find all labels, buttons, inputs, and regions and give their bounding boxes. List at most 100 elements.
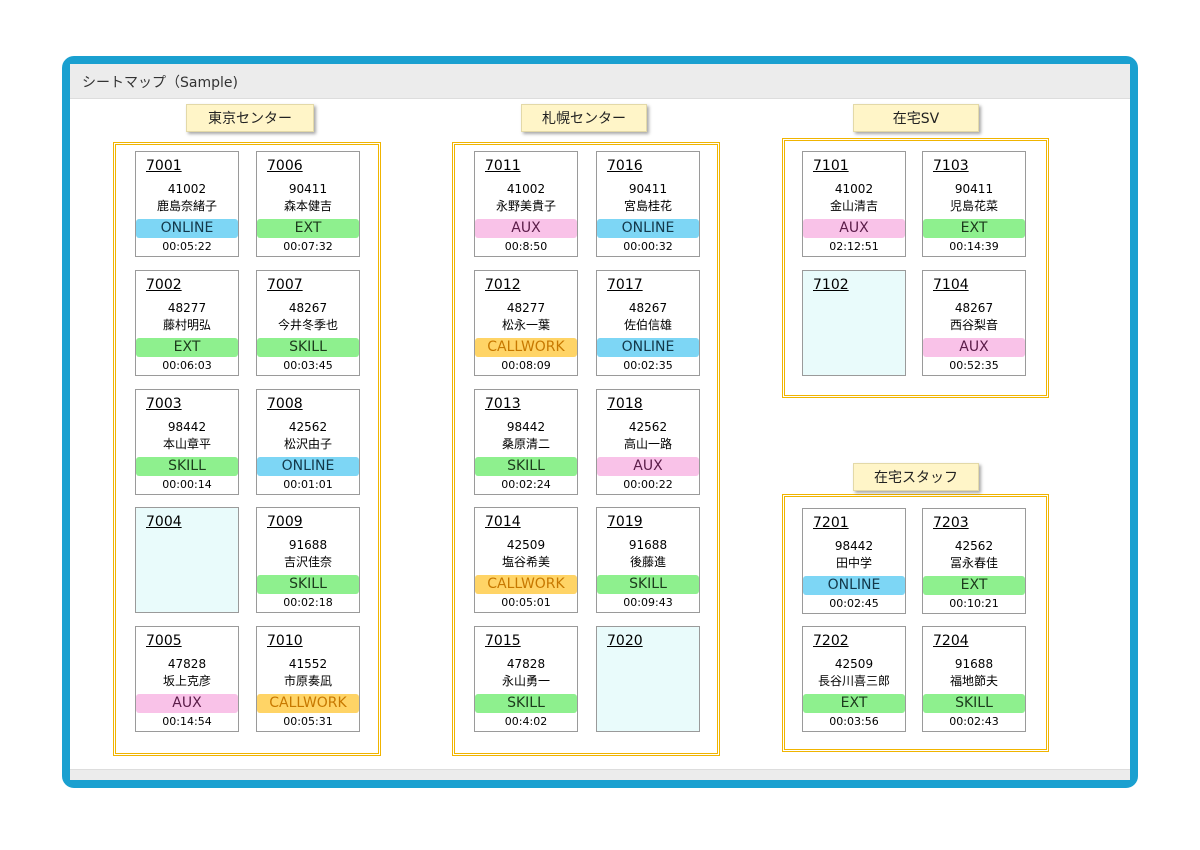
seat-number[interactable]: 7020	[607, 633, 643, 649]
agent-name: 吉沢佳奈	[283, 555, 332, 569]
agent-name: 田中学	[835, 556, 872, 570]
seat-number[interactable]: 7016	[607, 158, 643, 174]
seat-number[interactable]: 7101	[813, 158, 849, 174]
seat-number[interactable]: 7003	[146, 396, 182, 412]
seat-number[interactable]: 7202	[813, 633, 849, 649]
seat-card[interactable]: 7001 41002 鹿島奈緒子 ONLINE 00:05:22	[135, 151, 239, 257]
status-timer: 00:03:56	[829, 715, 879, 728]
status-badge: CALLWORK	[475, 338, 577, 357]
seat-number[interactable]: 7103	[933, 158, 969, 174]
agent-id: 98442	[834, 539, 874, 553]
status-timer: 00:52:35	[949, 359, 999, 372]
agent-name: 松永一葉	[501, 318, 550, 332]
seat-number[interactable]: 7018	[607, 396, 643, 412]
status-timer: 00:4:02	[504, 715, 548, 728]
agent-name: 佐伯信雄	[623, 318, 672, 332]
status-badge: ONLINE	[257, 457, 359, 476]
seat-card[interactable]: 7018 42562 高山一路 AUX 00:00:22	[596, 389, 700, 495]
status-timer: 00:09:43	[623, 596, 673, 609]
seat-card[interactable]: 7010 41552 市原奏凪 CALLWORK 00:05:31	[256, 626, 360, 732]
seat-card[interactable]: 7007 48267 今井冬季也 SKILL 00:03:45	[256, 270, 360, 376]
seat-card[interactable]: 7017 48267 佐伯信雄 ONLINE 00:02:35	[596, 270, 700, 376]
seat-card[interactable]: 7104 48267 西谷梨音 AUX 00:52:35	[922, 270, 1026, 376]
seat-card[interactable]: 7006 90411 森本健吉 EXT 00:07:32	[256, 151, 360, 257]
agent-name: 坂上克彦	[162, 674, 211, 688]
agent-id: 41002	[834, 182, 874, 196]
seat-card[interactable]: 7014 42509 塩谷希美 CALLWORK 00:05:01	[474, 507, 578, 613]
seat-card[interactable]: 7015 47828 永山勇一 SKILL 00:4:02	[474, 626, 578, 732]
seat-card[interactable]: 7011 41002 永野美貴子 AUX 00:8:50	[474, 151, 578, 257]
agent-id: 42562	[954, 539, 994, 553]
agent-id: 42509	[506, 538, 546, 552]
agent-id: 48277	[506, 301, 546, 315]
seat-number[interactable]: 7102	[813, 277, 849, 293]
seat-number[interactable]: 7204	[933, 633, 969, 649]
seat-number[interactable]: 7017	[607, 277, 643, 293]
seat-number[interactable]: 7019	[607, 514, 643, 530]
status-badge: CALLWORK	[475, 575, 577, 594]
status-timer: 00:00:22	[623, 478, 673, 491]
agent-name: 福地節夫	[949, 674, 998, 688]
group-label: 在宅スタッフ	[853, 463, 979, 491]
status-timer: 02:12:51	[829, 240, 879, 253]
seat-number[interactable]: 7011	[485, 158, 521, 174]
status-badge: ONLINE	[803, 576, 905, 595]
seat-number[interactable]: 7013	[485, 396, 521, 412]
status-timer: 00:02:45	[829, 597, 879, 610]
seat-number[interactable]: 7007	[267, 277, 303, 293]
seat-card[interactable]: 7202 42509 長谷川喜三郎 EXT 00:03:56	[802, 626, 906, 732]
seat-number[interactable]: 7002	[146, 277, 182, 293]
seat-number[interactable]: 7001	[146, 158, 182, 174]
status-timer: 00:10:21	[949, 597, 999, 610]
seat-number[interactable]: 7012	[485, 277, 521, 293]
agent-id: 91688	[628, 538, 668, 552]
seat-number[interactable]: 7006	[267, 158, 303, 174]
status-timer: 00:00:14	[162, 478, 212, 491]
seat-card[interactable]: 7101 41002 金山清吉 AUX 02:12:51	[802, 151, 906, 257]
seat-number[interactable]: 7004	[146, 514, 182, 530]
seat-number[interactable]: 7201	[813, 515, 849, 531]
seat-card[interactable]: 7003 98442 本山章平 SKILL 00:00:14	[135, 389, 239, 495]
status-timer: 00:08:09	[501, 359, 551, 372]
status-timer: 00:05:31	[283, 715, 333, 728]
seat-card[interactable]: 7203 42562 冨永春佳 EXT 00:10:21	[922, 508, 1026, 614]
seat-card[interactable]: 7002 48277 藤村明弘 EXT 00:06:03	[135, 270, 239, 376]
seat-number[interactable]: 7005	[146, 633, 182, 649]
agent-name: 西谷梨音	[949, 318, 998, 332]
seat-card[interactable]: 7102	[802, 270, 906, 376]
agent-id: 48267	[288, 301, 328, 315]
seat-number[interactable]: 7015	[485, 633, 521, 649]
seat-card[interactable]: 7103 90411 児島花菜 EXT 00:14:39	[922, 151, 1026, 257]
window-title: シートマップ（Sample)	[82, 75, 238, 91]
seat-number[interactable]: 7104	[933, 277, 969, 293]
seat-number[interactable]: 7009	[267, 514, 303, 530]
status-timer: 00:05:22	[162, 240, 212, 253]
seat-card[interactable]: 7020	[596, 626, 700, 732]
seat-card[interactable]: 7012 48277 松永一葉 CALLWORK 00:08:09	[474, 270, 578, 376]
seat-number[interactable]: 7008	[267, 396, 303, 412]
agent-name: 鹿島奈緒子	[156, 199, 217, 213]
agent-name: 宮島桂花	[623, 199, 672, 213]
status-badge: EXT	[257, 219, 359, 238]
agent-name: 児島花菜	[949, 199, 998, 213]
seat-card[interactable]: 7005 47828 坂上克彦 AUX 00:14:54	[135, 626, 239, 732]
seat-card[interactable]: 7019 91688 後藤進 SKILL 00:09:43	[596, 507, 700, 613]
seat-number[interactable]: 7010	[267, 633, 303, 649]
seat-card[interactable]: 7004	[135, 507, 239, 613]
seat-card[interactable]: 7008 42562 松沢由子 ONLINE 00:01:01	[256, 389, 360, 495]
seat-card[interactable]: 7013 98442 桑原清二 SKILL 00:02:24	[474, 389, 578, 495]
seat-card[interactable]: 7204 91688 福地節夫 SKILL 00:02:43	[922, 626, 1026, 732]
status-badge: AUX	[597, 457, 699, 476]
status-timer: 00:01:01	[283, 478, 333, 491]
seat-card[interactable]: 7009 91688 吉沢佳奈 SKILL 00:02:18	[256, 507, 360, 613]
agent-name: 金山清吉	[829, 199, 878, 213]
seat-card[interactable]: 7201 98442 田中学 ONLINE 00:02:45	[802, 508, 906, 614]
status-badge: AUX	[475, 219, 577, 238]
agent-name: 市原奏凪	[283, 674, 332, 688]
seat-card[interactable]: 7016 90411 宮島桂花 ONLINE 00:00:32	[596, 151, 700, 257]
seat-number[interactable]: 7014	[485, 514, 521, 530]
agent-name: 桑原清二	[501, 437, 550, 451]
status-badge: SKILL	[475, 457, 577, 476]
seat-number[interactable]: 7203	[933, 515, 969, 531]
agent-id: 47828	[167, 657, 207, 671]
